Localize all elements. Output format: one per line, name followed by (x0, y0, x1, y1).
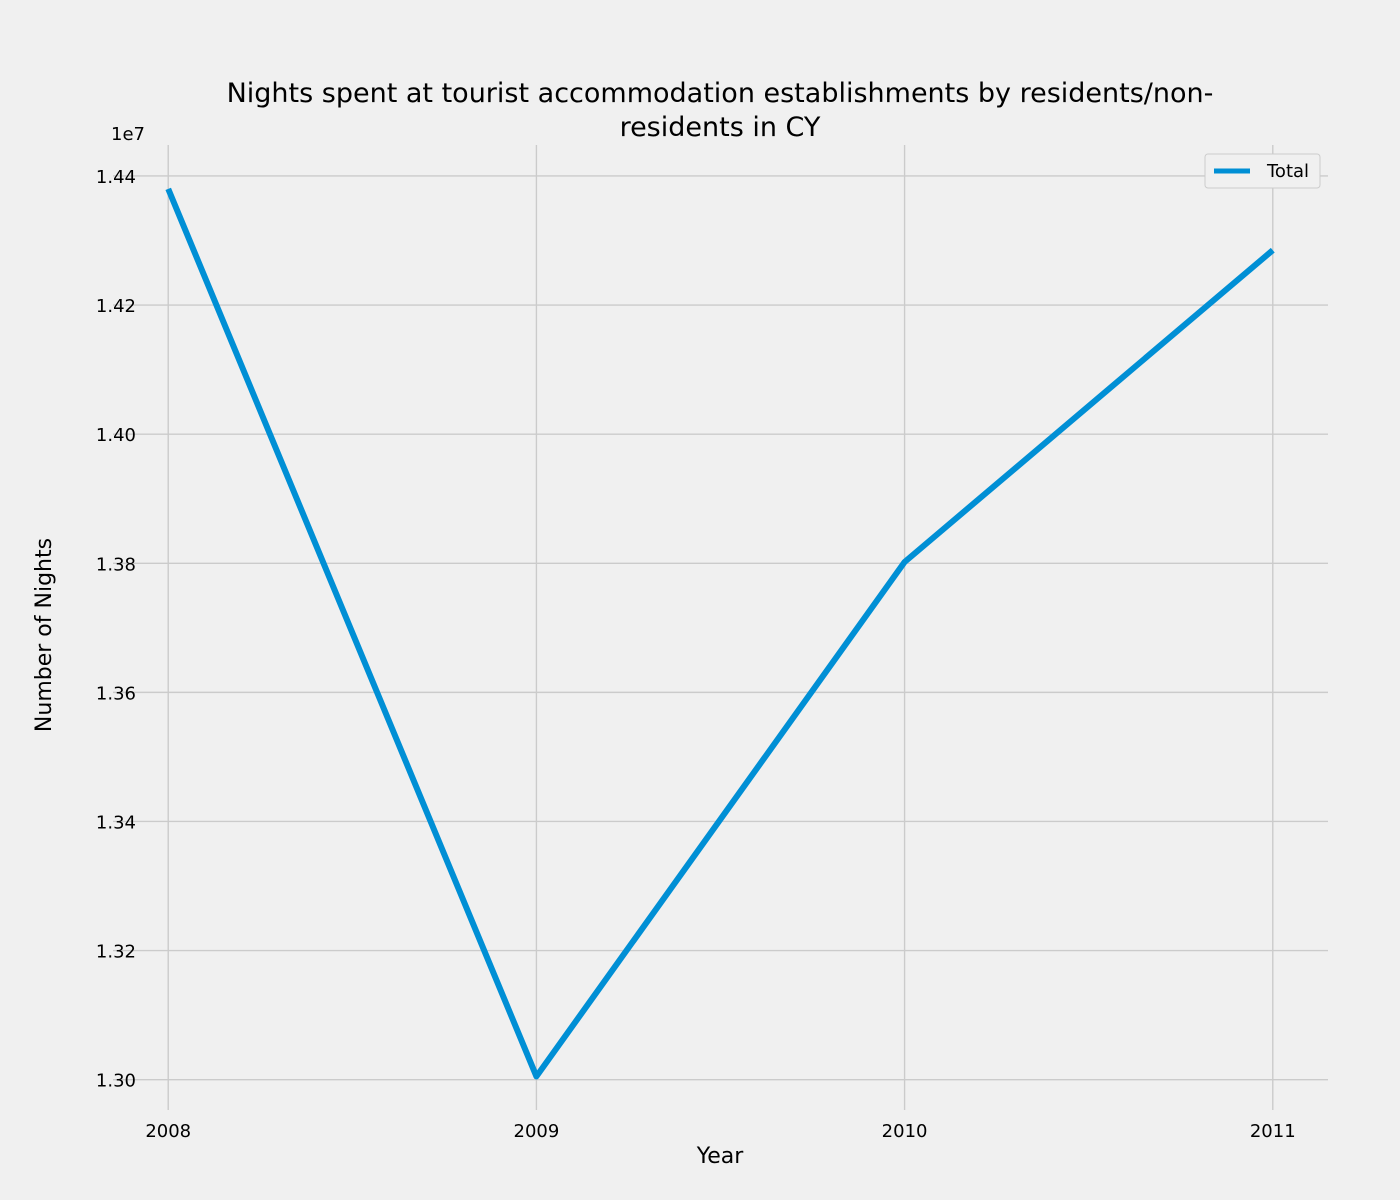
x-tick-label: 2009 (514, 1121, 560, 1142)
y-tick-label: 1.38 (96, 554, 136, 575)
y-tick-label: 1.40 (96, 425, 136, 446)
x-tick-label: 2010 (882, 1121, 928, 1142)
y-axis-label: Number of Nights (32, 538, 57, 732)
y-tick-label: 1.36 (96, 683, 136, 704)
legend-label-total: Total (1266, 161, 1309, 182)
y-tick-label: 1.34 (96, 812, 136, 833)
y-tick-label: 1.42 (96, 296, 136, 317)
grid-lines (113, 145, 1328, 1110)
x-tick-label: 2011 (1250, 1121, 1296, 1142)
y-tick-label: 1.30 (96, 1071, 136, 1092)
x-tick-labels: 2008 2009 2010 2011 (145, 1121, 1295, 1142)
legend: Total (1204, 153, 1321, 189)
y-tick-labels: 1.30 1.32 1.34 1.36 1.38 1.40 1.42 1.44 (96, 167, 136, 1092)
y-tick-label: 1.44 (96, 167, 136, 188)
chart-title-line-2: residents in CY (620, 112, 821, 143)
x-tick-label: 2008 (145, 1121, 191, 1142)
legend-box (1204, 153, 1321, 189)
series-lines (165, 187, 1275, 1080)
chart-title-line-1: Nights spent at tourist accommodation es… (227, 78, 1214, 109)
y-offset-label: 1e7 (111, 124, 145, 145)
x-axis-label: Year (696, 1144, 745, 1169)
series-line-total (165, 187, 1275, 1080)
y-tick-label: 1.32 (96, 942, 136, 963)
